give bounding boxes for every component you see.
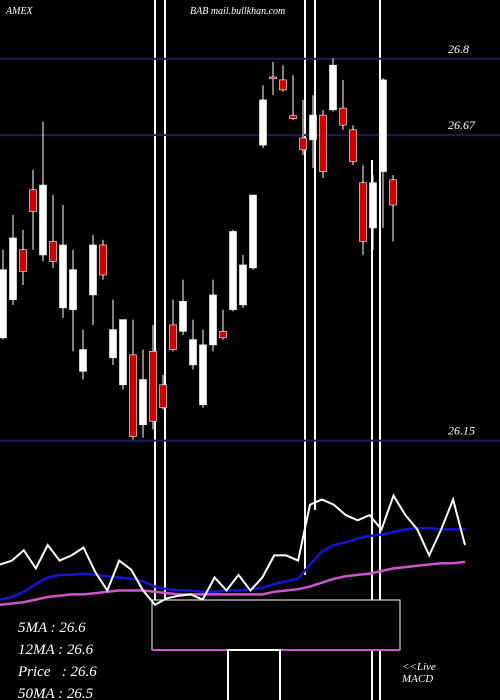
indicator-line [0,493,466,607]
y-tick-label: 26.8 [448,42,469,56]
indicator-panel [0,493,466,607]
indicator-line [0,526,465,601]
candle-body [279,79,287,91]
candle-body [259,99,267,146]
candle-body [19,249,27,272]
candle-body [219,331,227,339]
candle-body [229,231,237,310]
candle-body [359,182,367,242]
macd-box [151,599,401,651]
candle-body [119,319,127,386]
candle-body [299,137,307,151]
candle-body [269,76,277,80]
indicator-text: 50MA : 26.5 [18,686,94,700]
candle-body [339,107,347,126]
candle-body [39,184,47,256]
candle-body [139,379,147,426]
candle-body [99,244,107,276]
candle-body [249,194,257,269]
candle-body [109,329,117,359]
candle-body [59,244,67,309]
candle-body [179,301,187,332]
candle-body [89,244,97,296]
candle-body [309,114,317,141]
candle-body [379,79,387,172]
y-tick-label: 26.67 [448,118,476,132]
macd-histogram [227,649,281,700]
macd-label: <<Live [402,661,436,673]
candle-body [69,269,77,310]
indicator-text: 12MA : 26.6 [18,642,94,658]
y-tick-label: 26.15 [448,424,475,438]
candle-body [189,339,197,366]
candle-body [29,189,37,212]
chart-title: BAB mail.bullkhan.com [190,6,285,17]
candle-body [159,384,167,409]
candle-body [209,294,217,346]
indicator-text: 5MA : 26.6 [18,620,86,636]
price-panel: 26.8 26.67 26.15 [0,42,500,442]
candle-body [289,115,297,119]
indicator-line [0,560,466,607]
indicator-values: 5MA : 26.6 12MA : 26.6 Price : 26.6 50MA : … [17,620,436,700]
candle-body [49,241,57,262]
candle-body [389,179,397,206]
candle-body [239,264,247,306]
candle-body [329,64,337,111]
candle-body [349,129,357,162]
indicator-text: Price : 26.6 [17,664,97,680]
exchange-label: AMEX [5,6,34,17]
macd-label: MACD [401,673,433,685]
candle-body [129,354,137,437]
candle-body [79,349,87,372]
candle-body [149,351,157,422]
candle-body [319,114,327,172]
candle-body [369,182,377,229]
candle-body [199,344,207,406]
candle-body [9,237,17,300]
candle-body [0,269,7,339]
candle-body [169,324,177,350]
